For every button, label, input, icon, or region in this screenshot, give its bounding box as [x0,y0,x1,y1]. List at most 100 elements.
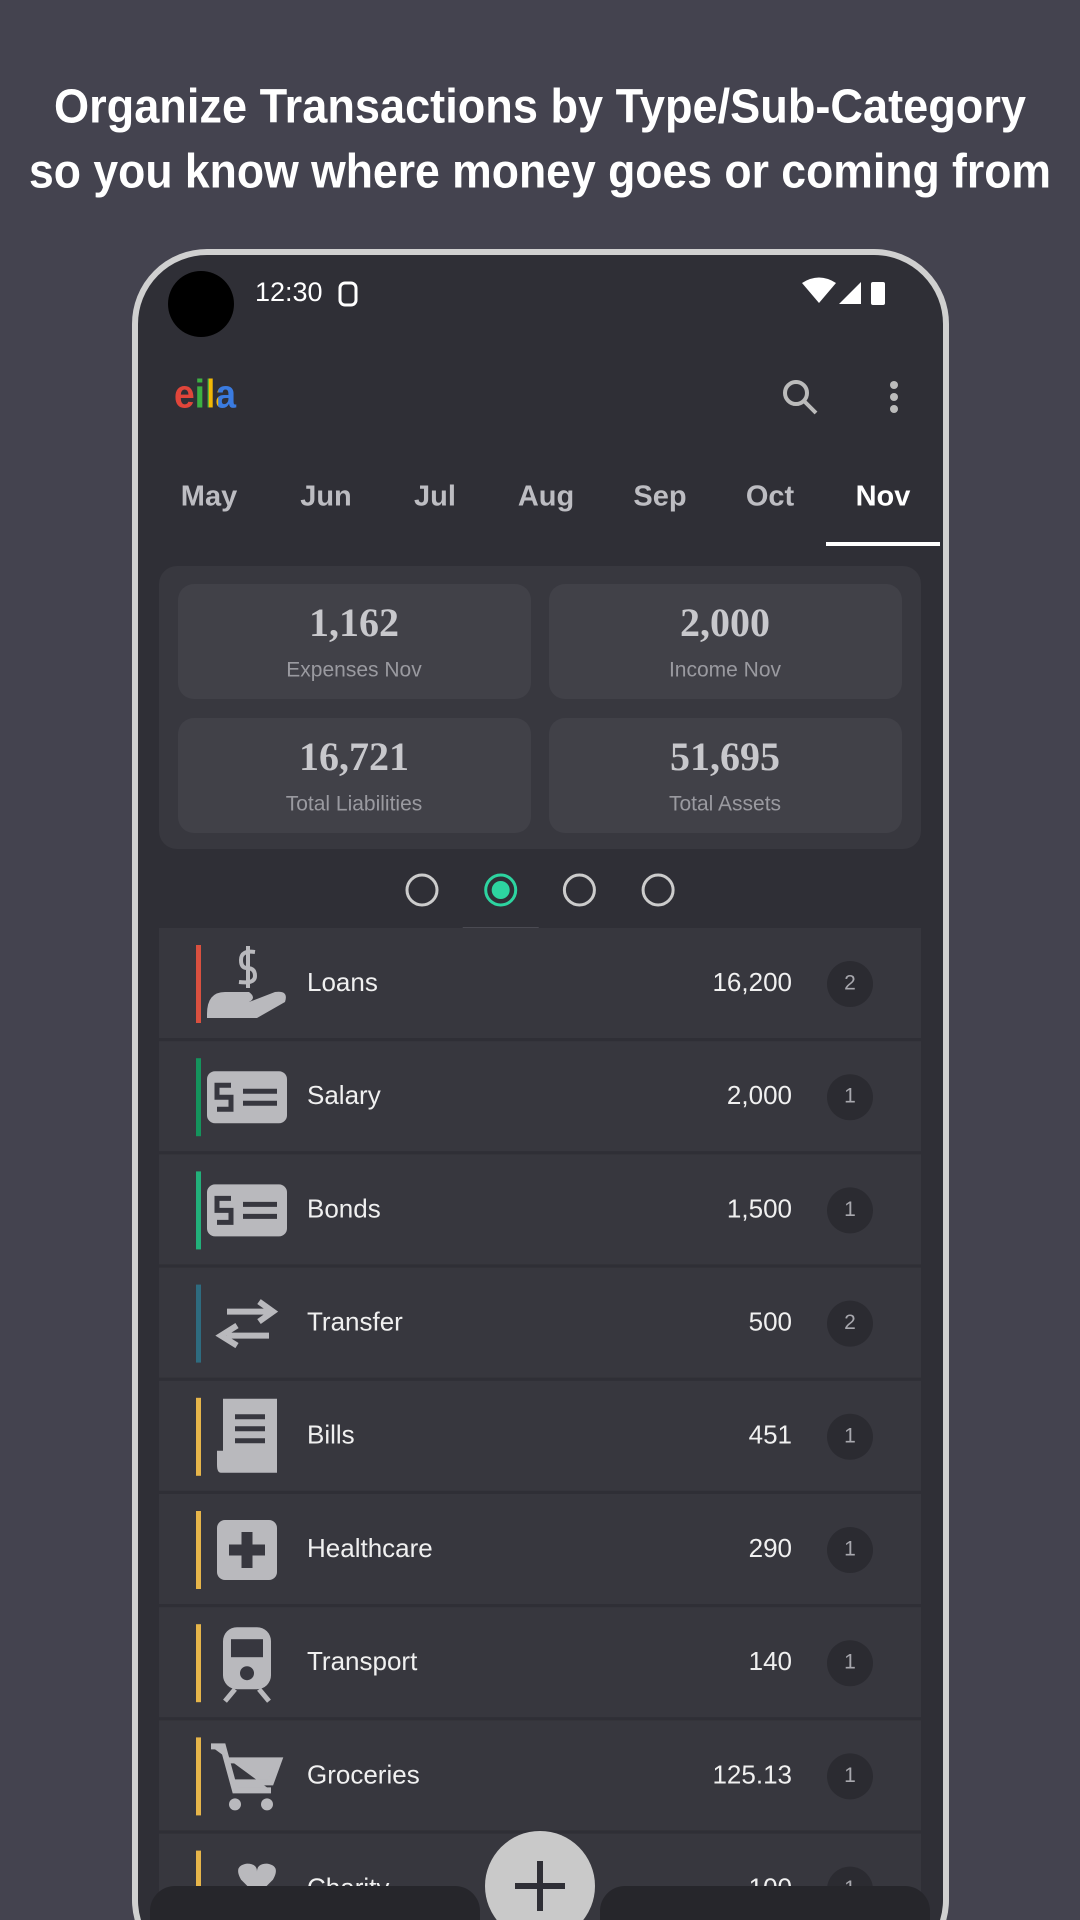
count-badge [827,1753,873,1800]
count-badge [827,1300,873,1347]
add-icon [515,1861,565,1911]
icon [207,991,286,1018]
category-amount: 451 [749,1420,792,1450]
category-amount: 500 [749,1306,792,1336]
month-tabs: May Jun Jul Aug Sep Oct Nov [181,481,940,546]
icon [229,1532,265,1568]
icon [217,1398,277,1473]
summary-card[interactable] [178,584,531,699]
row-background [159,1380,921,1491]
category-count: 1 [844,1764,856,1787]
category-color-bar [196,1624,201,1703]
count-badge [827,1413,873,1460]
category-count: 1 [844,1085,856,1108]
category-name: Bills [307,1420,355,1450]
month-tab[interactable]: Aug [518,481,574,513]
row-background [159,1494,921,1604]
category-name: Bonds [307,1193,381,1223]
icon [223,1687,271,1703]
month-tab[interactable]: Jun [300,481,352,513]
count-badge [827,1527,873,1573]
page-dot[interactable] [562,873,596,907]
category-row[interactable]: Transfer 500 2 [159,1267,921,1378]
app-logo[interactable]: eila [174,373,237,417]
signal-icon [839,282,861,304]
icon [229,1798,241,1811]
month-tab[interactable]: Jul [414,481,456,513]
icon [238,1863,276,1896]
summary-value: 16,721 [299,734,409,779]
count-badge [827,961,873,1007]
count-badge [827,1074,873,1121]
month-tab[interactable]: May [181,481,237,513]
month-tab[interactable]: Sep [633,481,686,513]
row-background [159,1607,921,1718]
category-count: 1 [844,1651,856,1674]
wifi-icon [802,277,836,303]
summary-card[interactable] [549,584,902,699]
category-count: 1 [844,1538,856,1561]
row-background [159,1267,921,1378]
status-icon [338,281,358,307]
summary-value: 51,695 [670,734,780,779]
category-row[interactable]: Bonds 1,500 1 [159,1154,921,1265]
icon [235,1414,265,1444]
category-count: 2 [844,1311,856,1334]
summary-card[interactable] [549,718,902,833]
page-dot[interactable] [641,873,675,907]
category-color-bar [196,1737,201,1816]
search-icon[interactable] [783,380,809,406]
category-name: Loans [307,967,378,997]
icon [238,946,258,988]
category-amount: 1,500 [727,1193,792,1223]
summary-label: Total Liabilities [286,793,423,816]
category-row[interactable]: Salary 2,000 1 [159,1041,921,1152]
summary-value: 1,162 [309,600,399,645]
category-row[interactable]: Groceries 125.13 1 [159,1720,921,1831]
category-amount: 290 [749,1533,792,1563]
category-row[interactable]: Transport 140 1 [159,1607,921,1718]
icon [211,1743,284,1794]
category-amount: 2,000 [727,1080,792,1110]
month-tab[interactable]: Oct [746,481,795,513]
icon [231,1639,263,1658]
category-color-bar [196,1511,201,1589]
summary-label: Income Nov [669,659,782,682]
headline: Organize Transactions by Type/Sub-Catego… [54,81,1026,134]
row-background [159,1720,921,1831]
category-count: 2 [844,972,856,995]
category-name: Groceries [307,1759,420,1789]
category-name: Transport [307,1646,418,1676]
category-row[interactable]: Loans 16,200 2 [159,928,921,1038]
search-icon [802,399,818,415]
screen: 12:30 eila May Jun Jul Aug Sep Oct Nov 1,162 Ex… [150,271,940,1920]
category-row[interactable]: Bills 451 1 [159,1380,921,1491]
summary-label: Expenses Nov [286,659,422,682]
icon [214,1082,277,1112]
page-dot[interactable] [484,873,518,907]
category-count: 1 [844,1424,856,1447]
category-row[interactable]: Healthcare 290 1 [159,1494,921,1604]
category-color-bar [196,1850,201,1920]
category-amount: 16,200 [712,967,792,997]
count-badge [827,1640,873,1687]
icon [240,1666,254,1681]
page-dot-fill [491,881,510,899]
category-color-bar [196,1397,201,1476]
category-color-bar [196,1284,201,1363]
icon [215,1299,279,1349]
menu-icon[interactable] [890,381,898,413]
row-background [159,928,921,1038]
category-amount: 140 [749,1646,792,1676]
category-color-bar [196,945,201,1023]
page-dot[interactable] [405,873,439,907]
summary-label: Total Assets [669,793,781,816]
status-time: 12:30 [255,277,323,307]
category-count: 1 [844,1198,856,1221]
month-tab[interactable]: Nov [856,481,911,513]
category-amount: 125.13 [712,1759,792,1789]
summary-card[interactable] [178,718,531,833]
icon [214,1195,277,1225]
category-color-bar [196,1171,201,1250]
